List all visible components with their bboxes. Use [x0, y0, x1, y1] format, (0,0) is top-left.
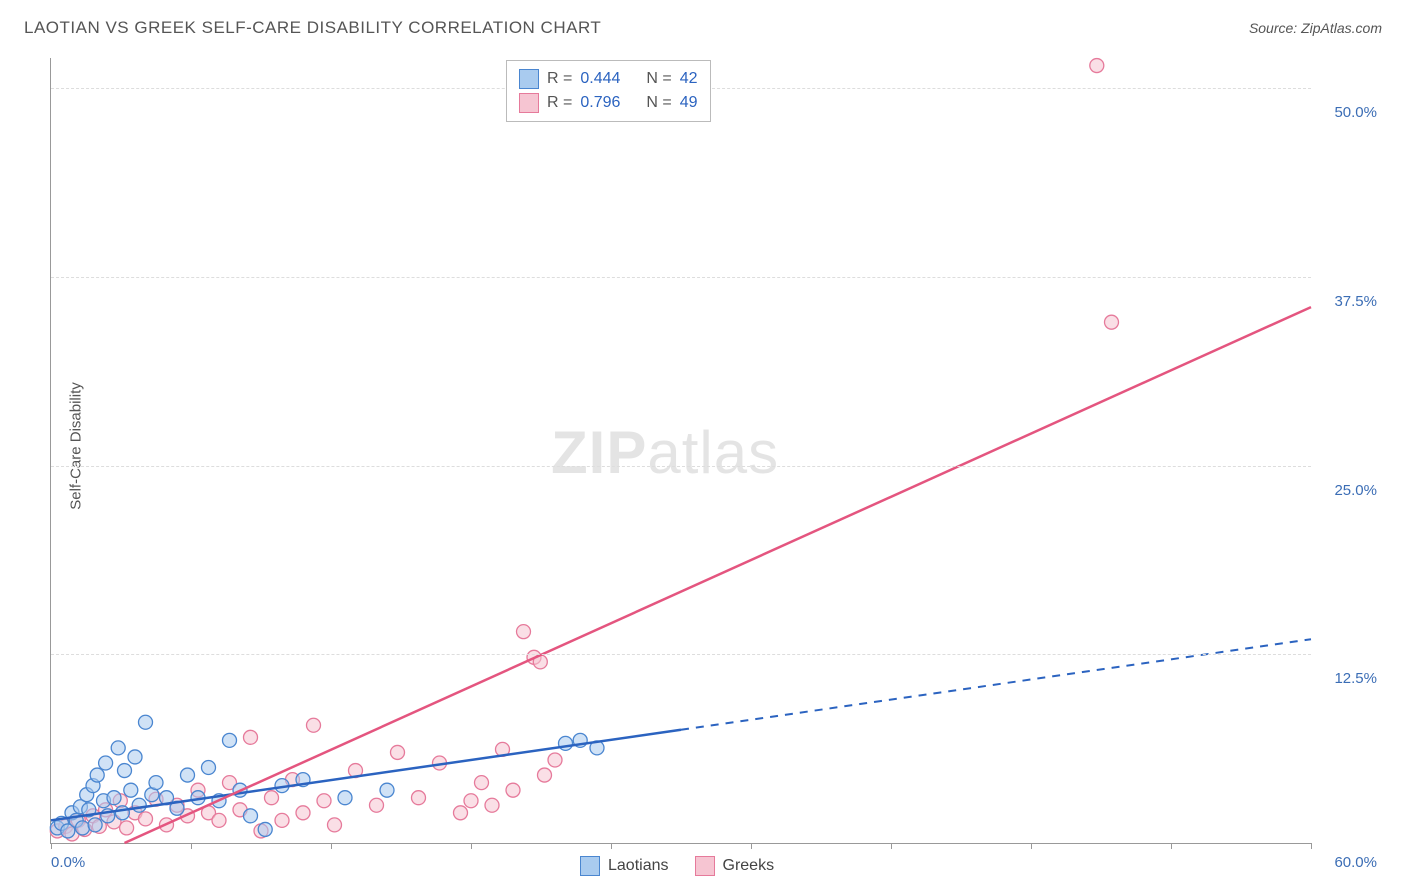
source-label: Source: ZipAtlas.com	[1249, 20, 1382, 36]
n-value: 42	[680, 67, 698, 91]
n-label: N =	[646, 91, 671, 115]
stats-row: R = 0.444 N = 42	[519, 67, 698, 91]
chart-title: LAOTIAN VS GREEK SELF-CARE DISABILITY CO…	[24, 18, 601, 38]
legend-item: Laotians	[580, 856, 669, 876]
legend-label: Laotians	[608, 857, 669, 875]
stats-row: R = 0.796 N = 49	[519, 91, 698, 115]
r-label: R =	[547, 67, 572, 91]
swatch-b-icon	[695, 856, 715, 876]
r-value: 0.796	[580, 91, 620, 115]
n-value: 49	[680, 91, 698, 115]
legend-item: Greeks	[695, 856, 775, 876]
stats-legend: R = 0.444 N = 42 R = 0.796 N = 49	[506, 60, 711, 122]
chart-svg	[51, 58, 1311, 843]
n-label: N =	[646, 67, 671, 91]
series-legend: Laotians Greeks	[580, 856, 774, 876]
swatch-a-icon	[519, 69, 539, 89]
r-value: 0.444	[580, 67, 620, 91]
plot-area: ZIPatlas 12.5%25.0%37.5%50.0%0.0%60.0%	[50, 58, 1311, 844]
swatch-b-icon	[519, 93, 539, 113]
r-label: R =	[547, 91, 572, 115]
swatch-a-icon	[580, 856, 600, 876]
legend-label: Greeks	[723, 857, 775, 875]
